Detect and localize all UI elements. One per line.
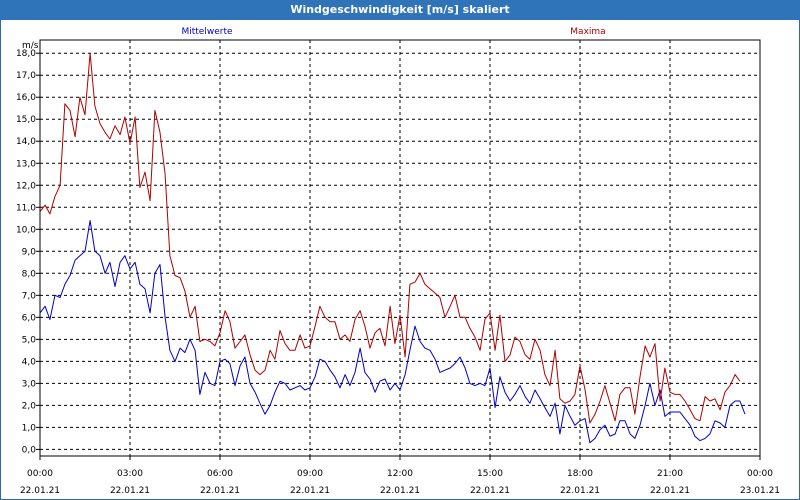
legend-maxima: Maxima [570, 27, 605, 37]
y-tick-label: 10,0 [16, 225, 36, 235]
y-tick-label: 15,0 [16, 115, 36, 125]
y-tick-label: 17,0 [16, 71, 36, 81]
y-tick-labels: 0,0 1,0 2,0 3,0 4,0 5,0 6,0 7,0 8,0 9,0 10,0 11,0 12… [16, 49, 36, 455]
y-tick-label: 7,0 [22, 291, 37, 301]
window-title: Windgeschwindigkeit [m/s] skaliert [0, 0, 800, 20]
series-lines [39, 52, 746, 444]
y-tick-label: 16,0 [16, 93, 36, 103]
y-axis-label: m/s [22, 41, 39, 51]
y-tick-label: 12,0 [16, 181, 36, 191]
y-tick-label: 11,0 [16, 203, 36, 213]
y-tick-label: 18,0 [16, 49, 36, 59]
y-tick-label: 6,0 [22, 313, 37, 323]
x-tick-date: 22.01.21 [560, 486, 600, 496]
x-tick-time: 12:00 [387, 469, 413, 479]
x-tick-labels: 00:00 22.01.21 03:00 22.01.21 06:00 22.01.21 0… [20, 469, 780, 496]
y-tick-label: 5,0 [22, 335, 37, 345]
y-tick-label: 2,0 [22, 401, 37, 411]
x-tick-date: 23.01.21 [740, 486, 780, 496]
series-line-mittelwerte [39, 220, 746, 444]
x-tick-date: 22.01.21 [470, 486, 510, 496]
x-tick-time: 21:00 [657, 469, 683, 479]
grid-lines [40, 40, 760, 456]
y-tick-label: 3,0 [22, 379, 37, 389]
x-tick-date: 22.01.21 [380, 486, 420, 496]
axes [36, 39, 761, 460]
x-tick-date: 22.01.21 [650, 486, 690, 496]
series-line-maxima [39, 52, 741, 424]
x-tick-date: 22.01.21 [20, 486, 60, 496]
x-tick-date: 22.01.21 [200, 486, 240, 496]
x-tick-time: 15:00 [477, 469, 503, 479]
x-tick-time: 00:00 [27, 469, 53, 479]
y-tick-label: 0,0 [22, 445, 37, 455]
legend-mittelwerte: Mittelwerte [181, 27, 232, 37]
x-tick-time: 03:00 [117, 469, 143, 479]
x-tick-time: 18:00 [567, 469, 593, 479]
x-tick-time: 09:00 [297, 469, 323, 479]
x-tick-time: 00:00 [747, 469, 773, 479]
x-tick-date: 22.01.21 [110, 486, 150, 496]
y-tick-label: 4,0 [22, 357, 37, 367]
y-tick-label: 14,0 [16, 137, 36, 147]
y-tick-label: 9,0 [22, 247, 37, 257]
y-tick-label: 1,0 [22, 423, 37, 433]
x-tick-date: 22.01.21 [290, 486, 330, 496]
x-tick-time: 06:00 [207, 469, 233, 479]
y-tick-label: 8,0 [22, 269, 37, 279]
y-tick-label: 13,0 [16, 159, 36, 169]
